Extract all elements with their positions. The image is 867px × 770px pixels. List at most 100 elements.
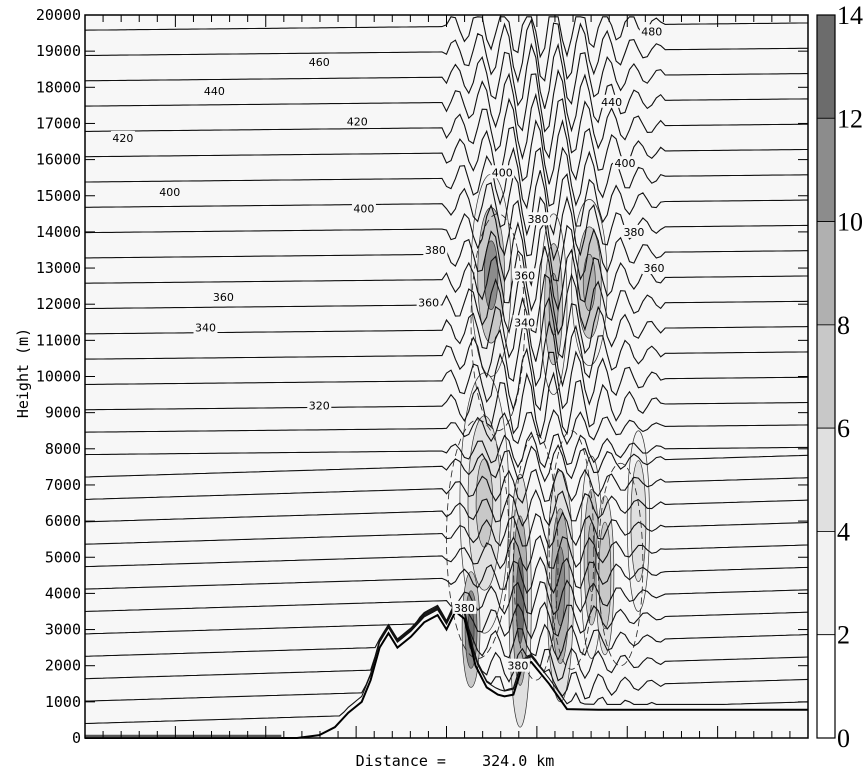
y-tick-label: 7000: [45, 476, 81, 494]
dashed-contour: [513, 433, 559, 681]
y-tick-label: 4000: [45, 584, 81, 602]
colorbar-tick-label: 10: [837, 208, 863, 237]
contour-label: 380: [623, 226, 644, 239]
y-tick-label: 5000: [45, 548, 81, 566]
theta-contour-line: [85, 195, 808, 262]
theta-contour-line: [84, 409, 809, 446]
y-tick-label: 15000: [36, 187, 81, 205]
contour-label: 400: [492, 166, 513, 179]
plot-area: [85, 15, 808, 738]
y-tick-label: 6000: [45, 512, 81, 530]
y-axis-title: Height (m): [14, 328, 32, 418]
y-tick-label: 2000: [45, 657, 81, 675]
shaded-cell: [630, 460, 647, 583]
theta-contour-line: [85, 246, 808, 313]
theta-contour-line: [84, 431, 808, 469]
colorbar: 0 2 4 6 8 10 12 14: [816, 1, 863, 753]
y-tick-label: 14000: [36, 223, 81, 241]
contour-label: 480: [641, 25, 662, 38]
theta-contour-line: [84, 42, 808, 109]
contour-label-bg: [512, 315, 537, 329]
colorbar-tick-label: 4: [837, 517, 850, 546]
contour-label: 420: [347, 116, 368, 129]
contour-label: 360: [213, 291, 234, 304]
y-tick-label: 9000: [45, 404, 81, 422]
contour-label: 360: [514, 269, 535, 282]
theta-contour-line: [84, 371, 809, 438]
theta-contour-line: [84, 579, 809, 616]
y-tick-label: 13000: [36, 259, 81, 277]
contour-label-bg: [639, 24, 664, 38]
theta-contour-line: [84, 488, 809, 527]
contour-label: 340: [514, 316, 535, 329]
axes: 0 1000 2000 3000 4000 5000 6000 7000 8000 9000 100…: [36, 6, 809, 747]
colorbar-frame: [816, 14, 836, 739]
colorbar-segment: [816, 427, 836, 532]
contour-label: 380: [527, 213, 548, 226]
colorbar-tick-label: 2: [837, 621, 850, 650]
colorbar-segment: [816, 531, 836, 636]
contour-label: 380: [454, 602, 475, 615]
theta-contour-line: [85, 92, 808, 161]
contour-label: 440: [204, 85, 225, 98]
terrain-base-strip: [85, 734, 282, 738]
contour-label-bg: [642, 261, 667, 275]
contour-label-bg: [110, 130, 135, 144]
colorbar-tick-label: 8: [837, 311, 850, 340]
theta-contour-line: [84, 467, 809, 504]
contour-label: 400: [159, 186, 180, 199]
contour-label: 360: [644, 262, 665, 275]
contour-label-bg: [157, 185, 182, 199]
theta-contour-line: [85, 118, 808, 185]
plot-background: [85, 15, 808, 738]
y-tick-label: 10000: [36, 368, 81, 386]
theta-contour-line: [84, 18, 808, 84]
contour-label-bg: [613, 156, 638, 170]
contour-label-bg: [490, 165, 515, 179]
contour-label: 360: [418, 296, 439, 309]
colorbar-segment: [816, 14, 836, 119]
dashed-contour: [548, 430, 595, 670]
contour-label: 320: [309, 399, 330, 412]
contour-labels: 480 460 440 440 420 420 400 400 400 400 380 380 380 3…: [110, 24, 667, 673]
colorbar-tick-label: 0: [837, 724, 850, 753]
y-tick-label: 11000: [36, 331, 81, 349]
colorbar-tick-label: 12: [837, 104, 863, 133]
contour-label-bg: [621, 224, 646, 238]
contour-label: 380: [507, 660, 528, 673]
contour-label: 420: [112, 132, 133, 145]
colorbar-tick-label: 14: [837, 1, 863, 30]
theta-contour-line: [84, 347, 809, 412]
y-tick-label: 20000: [36, 6, 81, 24]
contour-label-bg: [423, 242, 448, 256]
contour-label: 340: [195, 322, 216, 335]
colorbar-segment: [816, 221, 836, 326]
x-axis-title: Distance = 324.0 km: [356, 752, 555, 770]
contour-label-bg: [525, 212, 550, 226]
shaded-cell: [587, 522, 596, 593]
shaded-cell: [555, 546, 566, 626]
colorbar-segment: [816, 324, 836, 429]
dashed-contours: [446, 213, 644, 681]
y-tick-label: 0: [72, 729, 81, 747]
y-tick-label: 19000: [36, 42, 81, 60]
y-tick-label: 16000: [36, 151, 81, 169]
y-tick-label: 3000: [45, 621, 81, 639]
contour-label-bg: [599, 94, 624, 108]
theta-contours: [84, 16, 809, 725]
y-tick-label: 8000: [45, 440, 81, 458]
theta-contour-line: [84, 600, 809, 640]
contour-label-bg: [416, 295, 441, 309]
theta-contour-line: [84, 603, 809, 683]
contour-label: 400: [615, 157, 636, 170]
contour-label: 460: [309, 56, 330, 69]
contour-label: 400: [353, 202, 374, 215]
colorbar-segment: [816, 117, 836, 222]
theta-contour-line: [85, 170, 808, 237]
dashed-contour: [446, 419, 510, 659]
y-tick-label: 1000: [45, 693, 81, 711]
theta-contour-line: [84, 534, 809, 572]
contour-label-bg: [202, 83, 227, 97]
contour-label-bg: [452, 600, 477, 614]
